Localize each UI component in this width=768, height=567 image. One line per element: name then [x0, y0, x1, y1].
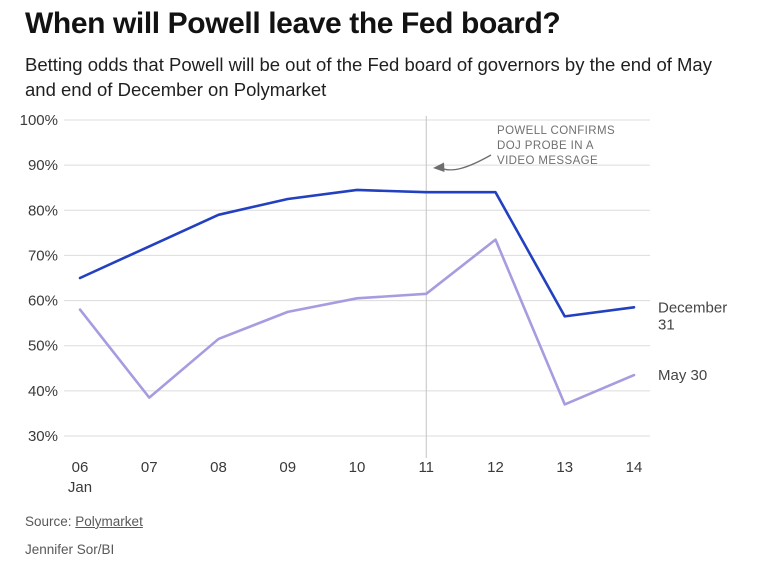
- y-tick-label: 80%: [28, 202, 58, 219]
- y-tick-label: 30%: [28, 428, 58, 445]
- series-label: 31: [658, 316, 675, 333]
- x-tick-label: 11: [418, 459, 434, 476]
- credit: Jennifer Sor/BI: [25, 541, 115, 557]
- x-tick-label: 12: [487, 459, 504, 476]
- annotation-text: VIDEO MESSAGE: [497, 155, 598, 167]
- annotation-text: DOJ PROBE IN A: [497, 140, 594, 152]
- y-tick-label: 50%: [28, 338, 58, 355]
- chart-title: When will Powell leave the Fed board?: [25, 7, 561, 40]
- source-line: Source: Polymarket: [25, 514, 768, 529]
- y-tick-label: 100%: [20, 112, 58, 129]
- line-chart: 100% 90% 80% 70% 60% 50% 40% 30% 06 07 08 09 10 11 12 1…: [20, 112, 728, 496]
- x-tick-label: 08: [210, 459, 227, 476]
- x-tick-label: 10: [349, 459, 366, 476]
- y-tick-label: 60%: [28, 292, 58, 309]
- y-tick-label: 40%: [28, 383, 58, 400]
- x-month-label: Jan: [68, 479, 92, 496]
- y-gridlines: 100% 90% 80% 70% 60% 50% 40% 30%: [20, 112, 650, 445]
- x-tick-label: 06: [72, 459, 89, 476]
- source-prefix: Source:: [25, 513, 72, 529]
- x-tick-label: 14: [626, 459, 643, 476]
- series-line-may-30: [78, 238, 636, 406]
- chart-header: When will Powell leave the Fed board? Be…: [0, 8, 768, 102]
- chart-subtitle: Betting odds that Powell will be out of …: [25, 53, 712, 100]
- series-label: May 30: [658, 367, 707, 384]
- x-tick-label: 07: [141, 459, 158, 476]
- annotation-text: POWELL CONFIRMS: [497, 125, 615, 137]
- annotation-arrow: [440, 154, 492, 171]
- y-tick-label: 90%: [28, 157, 58, 174]
- series-label: December: [658, 299, 727, 316]
- chart-footer: Source: Polymarket Jennifer Sor/BI: [0, 514, 768, 557]
- source-link[interactable]: Polymarket: [75, 513, 143, 529]
- x-tick-label: 09: [279, 459, 296, 476]
- x-tick-label: 13: [556, 459, 573, 476]
- annotation: POWELL CONFIRMS DOJ PROBE IN A VIDEO MESSA…: [433, 125, 615, 172]
- annotation-arrowhead: [433, 162, 445, 172]
- y-tick-label: 70%: [28, 247, 58, 264]
- series-line-december-31: [78, 188, 636, 318]
- x-axis-labels: 06 07 08 09 10 11 12 13 14 Jan: [68, 459, 642, 496]
